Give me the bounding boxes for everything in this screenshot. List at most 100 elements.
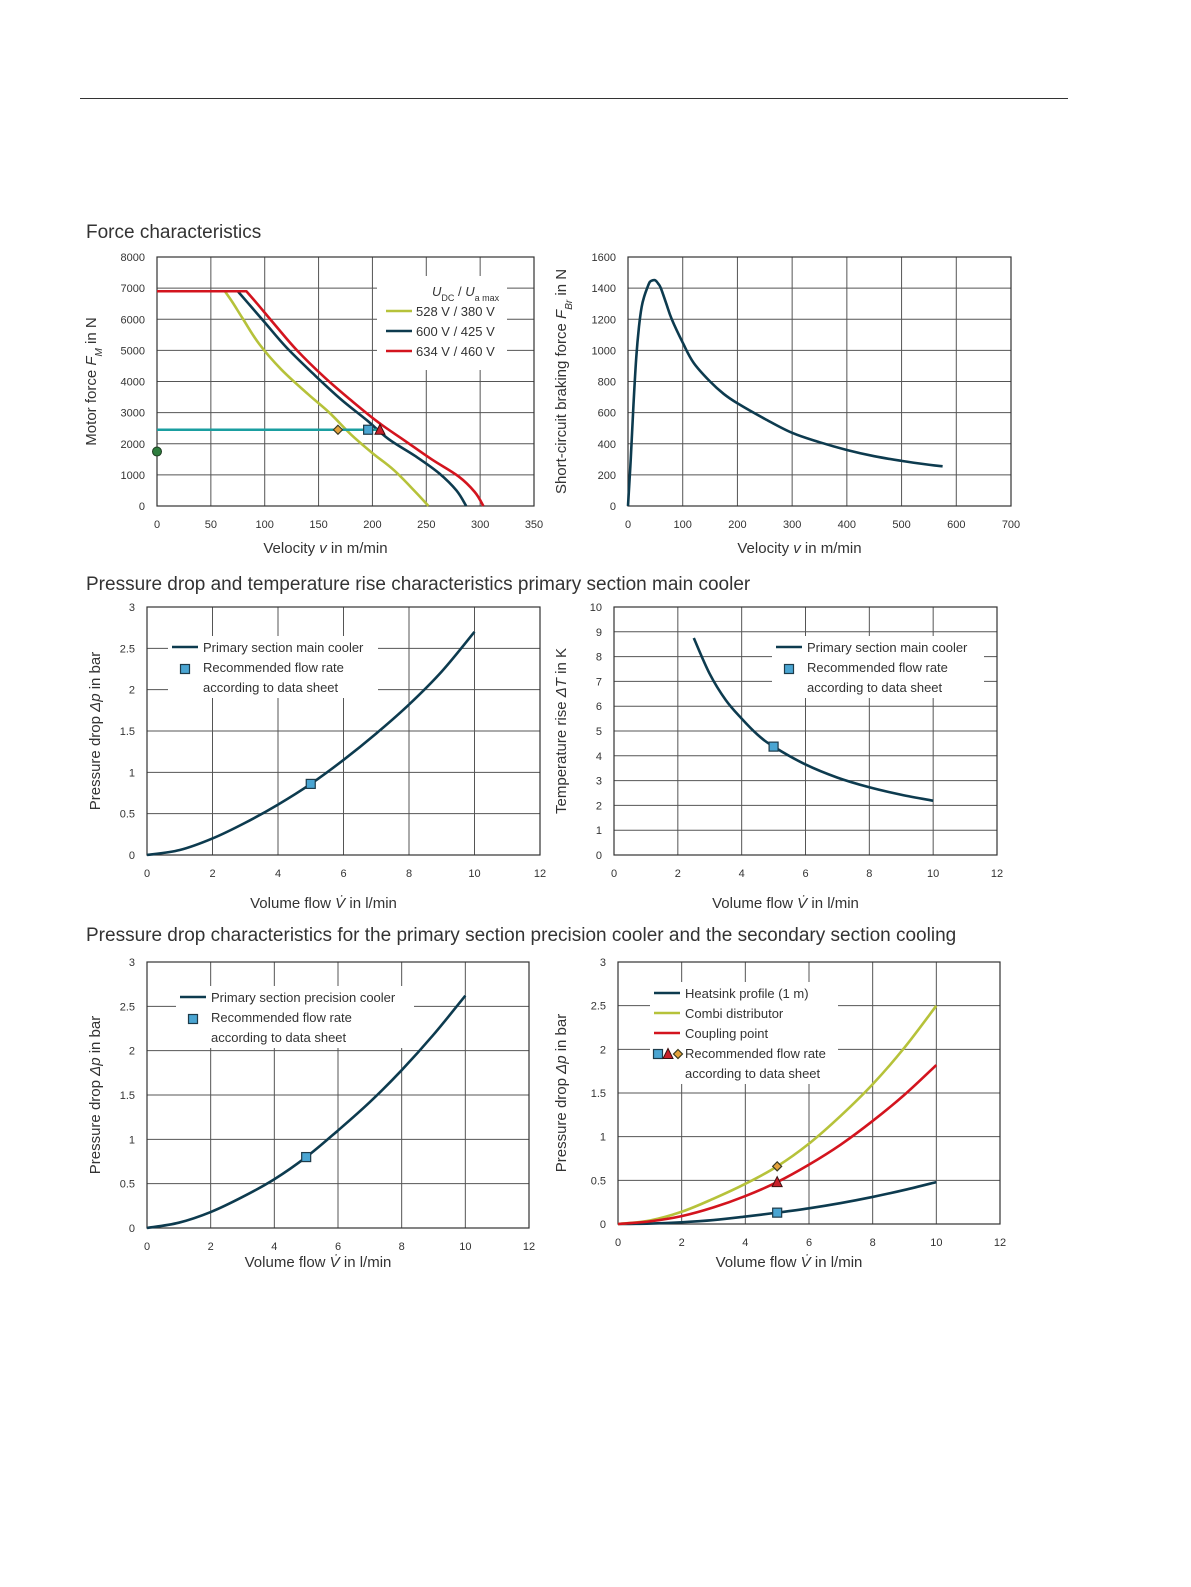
x-tick-label: 300 — [471, 519, 489, 531]
y-tick-label: 0.5 — [591, 1175, 606, 1187]
square-marker — [772, 1207, 783, 1218]
y-tick-label: 3 — [129, 602, 135, 614]
series-line-2 — [617, 1064, 938, 1226]
y-tick-label: 0 — [600, 1219, 606, 1231]
y-tick-label: 200 — [598, 470, 616, 482]
square-marker — [301, 1151, 312, 1163]
legend-label: Recommended flow rate — [211, 1010, 352, 1025]
x-tick-label: 12 — [534, 868, 546, 880]
series-line-1 — [157, 289, 468, 507]
legend-label: Recommended flow rate — [807, 660, 948, 675]
square-marker — [363, 424, 374, 435]
x-tick-label: 50 — [205, 519, 217, 531]
diamond-marker — [332, 424, 344, 436]
x-axis-label: Velocity v in m/min — [737, 540, 861, 557]
y-tick-label: 1.5 — [591, 1088, 606, 1100]
braking-force-chart: 0 100 200 300 400 500 600 700 0 200 400 600 800 1000 1… — [553, 252, 1020, 557]
x-tick-label: 8 — [399, 1241, 405, 1253]
y-tick-label: 0 — [610, 501, 616, 513]
legend-square-icon — [187, 1013, 199, 1025]
x-tick-label: 4 — [739, 868, 745, 880]
header-rule — [80, 98, 1068, 99]
x-tick-label: 2 — [208, 1241, 214, 1253]
x-tick-label: 700 — [1002, 519, 1020, 531]
section-title-force: Force characteristics — [86, 222, 262, 243]
y-tick-label: 1400 — [592, 283, 616, 295]
legend-label: Recommended flow rate — [203, 660, 344, 675]
x-tick-label: 350 — [525, 519, 543, 531]
x-tick-label: 100 — [256, 519, 274, 531]
legend-label: according to data sheet — [807, 680, 943, 695]
legend-square-icon — [783, 663, 795, 675]
y-tick-label: 9 — [596, 627, 602, 639]
legend: Primary section main cooler Recommended f… — [772, 636, 984, 698]
y-tick-label: 2 — [129, 685, 135, 697]
x-tick-label: 8 — [866, 868, 872, 880]
circle-marker — [152, 446, 162, 457]
y-axis-label: Motor force FM in N — [83, 317, 105, 445]
y-tick-label: 1200 — [592, 314, 616, 326]
legend: Heatsink profile (1 m) Combi distributor C… — [650, 982, 838, 1084]
triangle-marker — [374, 423, 386, 435]
section-title-precision-secondary: Pressure drop characteristics for the pr… — [86, 925, 957, 946]
legend-label: Recommended flow rate — [685, 1046, 826, 1061]
x-tick-label: 10 — [927, 868, 939, 880]
legend-triangle-icon — [662, 1047, 674, 1059]
x-tick-label: 12 — [523, 1241, 535, 1253]
y-tick-label: 3000 — [121, 408, 145, 420]
motor-force-chart: 0 50 100 150 200 250 300 350 0 1000 2000 3000 4000 50… — [83, 252, 543, 557]
triangle-marker — [771, 1175, 783, 1188]
y-tick-label: 600 — [598, 408, 616, 420]
y-tick-label: 8000 — [121, 252, 145, 264]
plot-frame — [613, 606, 998, 856]
x-tick-label: 10 — [459, 1241, 471, 1253]
legend-label: according to data sheet — [203, 680, 339, 695]
y-tick-label: 1 — [129, 1134, 135, 1146]
secondary-pressure-chart: 0 2 4 6 8 10 12 0 0.5 1 1.5 2 2.5 3 Volume flow V̇ in … — [553, 957, 1006, 1271]
plot-frame — [146, 606, 541, 856]
y-tick-label: 5000 — [121, 345, 145, 357]
diamond-marker — [771, 1161, 783, 1172]
x-tick-label: 0 — [625, 519, 631, 531]
x-axis-label: Velocity v in m/min — [263, 540, 387, 557]
x-tick-label: 4 — [271, 1241, 277, 1253]
y-tick-label: 2 — [596, 800, 602, 812]
legend-label: 634 V / 460 V — [416, 344, 495, 359]
x-tick-label: 400 — [838, 519, 856, 531]
x-tick-label: 12 — [991, 868, 1003, 880]
x-tick-label: 4 — [742, 1237, 748, 1249]
square-marker — [305, 778, 316, 790]
y-tick-label: 5 — [596, 726, 602, 738]
y-tick-label: 6000 — [121, 314, 145, 326]
x-tick-label: 500 — [892, 519, 910, 531]
x-tick-label: 100 — [674, 519, 692, 531]
y-tick-label: 400 — [598, 439, 616, 451]
x-axis-label: Volume flow V̇ in l/min — [716, 1254, 863, 1271]
x-tick-label: 0 — [144, 1241, 150, 1253]
plot-frame — [617, 961, 1001, 1225]
x-tick-label: 6 — [806, 1237, 812, 1249]
x-tick-label: 10 — [468, 868, 480, 880]
y-axis-label: Temperature rise ΔT in K — [553, 648, 570, 814]
legend-title: UDC / Ua max — [432, 284, 500, 303]
y-tick-label: 800 — [598, 377, 616, 389]
y-tick-label: 0.5 — [120, 809, 135, 821]
legend-label: Combi distributor — [685, 1006, 784, 1021]
y-axis-label: Pressure drop Δp in bar — [553, 1014, 570, 1173]
x-tick-label: 600 — [947, 519, 965, 531]
x-tick-label: 6 — [335, 1241, 341, 1253]
y-tick-label: 1000 — [121, 470, 145, 482]
y-tick-label: 2000 — [121, 439, 145, 451]
y-tick-label: 0 — [129, 1223, 135, 1235]
legend-label: according to data sheet — [211, 1030, 347, 1045]
y-tick-label: 4000 — [121, 377, 145, 389]
y-tick-label: 0 — [139, 501, 145, 513]
x-tick-label: 2 — [209, 868, 215, 880]
legend: Primary section main cooler Recommended f… — [168, 636, 378, 698]
plot-frame — [156, 256, 535, 507]
legend-diamond-icon — [672, 1048, 684, 1060]
y-tick-label: 2.5 — [591, 1001, 606, 1013]
x-axis-label: Volume flow V̇ in l/min — [250, 895, 397, 912]
